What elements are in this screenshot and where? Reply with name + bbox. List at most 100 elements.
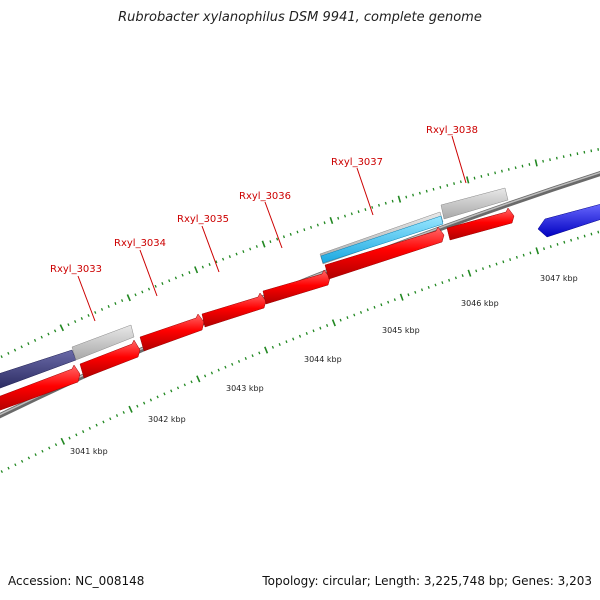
outer-minor-tick: [473, 176, 476, 180]
outer-minor-tick: [40, 335, 43, 339]
outer-minor-tick: [20, 345, 23, 349]
outer-minor-tick: [33, 338, 37, 342]
outer-major-tick: [329, 216, 334, 225]
gene-label-rxyl-3037[interactable]: Rxyl_3037: [331, 157, 383, 168]
gene-label-lines: [77, 135, 467, 322]
outer-minor-tick: [282, 235, 286, 239]
gene-labels: Rxyl_3033 Rxyl_3034 Rxyl_3035 Rxyl_3036 …: [50, 125, 478, 275]
leader-rxyl-3038: [451, 135, 467, 184]
gene-red-7: [446, 207, 515, 241]
outer-minor-tick: [188, 271, 191, 274]
inner-minor-tick: [339, 318, 342, 322]
scale-label-3043: 3043 kbp: [226, 384, 264, 393]
outer-minor-tick: [147, 287, 151, 291]
inner-minor-tick: [41, 449, 44, 453]
inner-minor-tick: [285, 340, 288, 344]
inner-minor-tick: [204, 374, 207, 378]
inner-minor-tick: [373, 305, 376, 309]
inner-major-tick: [467, 269, 472, 277]
outer-minor-tick: [7, 351, 10, 355]
inner-minor-tick: [251, 354, 254, 358]
outer-minor-tick: [296, 230, 299, 234]
gene-blue-reverse: [537, 204, 600, 238]
outer-minor-tick: [432, 187, 435, 191]
outer-minor-tick: [418, 191, 421, 195]
outer-minor-tick: [87, 314, 90, 317]
accession-text: Accession: NC_008148: [8, 574, 145, 588]
outer-minor-tick: [384, 201, 387, 205]
outer-minor-tick: [576, 152, 579, 156]
outer-minor-tick: [453, 182, 456, 185]
outer-minor-tick: [215, 260, 218, 264]
outer-minor-tick: [316, 223, 319, 227]
inner-minor-tick: [102, 420, 105, 424]
outer-major-tick: [466, 176, 470, 184]
gene-gray-rxyl-3038: [440, 187, 509, 220]
inner-minor-tick: [359, 310, 363, 314]
inner-minor-tick: [448, 278, 451, 282]
outer-minor-tick: [507, 168, 510, 171]
inner-minor-tick: [326, 324, 329, 327]
inner-minor-tick: [14, 463, 17, 467]
scale-label-3045: 3045 kbp: [382, 326, 420, 335]
outer-major-tick: [261, 240, 266, 248]
gene-label-rxyl-3034[interactable]: Rxyl_3034: [114, 238, 166, 249]
outer-minor-tick: [391, 199, 394, 203]
outer-minor-tick: [13, 348, 17, 352]
inner-major-tick: [196, 375, 201, 383]
outer-minor-tick: [555, 156, 558, 160]
inner-minor-tick: [122, 411, 125, 414]
gene-gray-rxyl-3033: [71, 324, 135, 361]
inner-minor-tick: [54, 443, 58, 447]
gene-label-rxyl-3035[interactable]: Rxyl_3035: [177, 214, 229, 225]
outer-minor-tick: [303, 228, 306, 232]
gene-label-rxyl-3036[interactable]: Rxyl_3036: [239, 191, 291, 202]
outer-minor-tick: [377, 203, 381, 207]
outer-minor-tick: [120, 299, 124, 303]
outer-minor-tick: [309, 225, 313, 229]
inner-minor-tick: [488, 264, 491, 268]
outer-minor-tick: [371, 205, 374, 209]
outer-minor-tick: [337, 216, 340, 220]
inner-major-tick: [128, 405, 133, 413]
inner-minor-tick: [353, 313, 356, 317]
inner-minor-tick: [237, 359, 241, 363]
inner-major-tick: [331, 319, 336, 327]
inner-minor-tick: [556, 243, 559, 246]
inner-minor-tick: [82, 430, 85, 434]
outer-minor-tick: [549, 158, 551, 162]
outer-minor-tick: [343, 214, 347, 218]
outer-minor-tick: [514, 166, 517, 170]
outer-minor-tick: [590, 149, 593, 153]
outer-minor-tick: [405, 195, 408, 199]
inner-minor-tick: [7, 466, 10, 470]
inner-minor-tick: [231, 362, 234, 366]
outer-minor-tick: [67, 323, 70, 327]
outer-minor-tick: [255, 245, 258, 248]
inner-minor-tick: [156, 395, 159, 399]
inner-minor-tick: [583, 234, 586, 238]
outer-minor-tick: [27, 342, 30, 346]
outer-minor-tick: [181, 273, 184, 277]
scale-label-3042: 3042 kbp: [148, 415, 186, 424]
outer-minor-tick: [276, 237, 279, 241]
gene-red-3: [139, 313, 205, 352]
inner-minor-tick: [434, 283, 437, 287]
inner-minor-tick: [522, 253, 525, 257]
gene-label-rxyl-3033[interactable]: Rxyl_3033: [50, 264, 102, 275]
inner-tick-row: [0, 230, 600, 474]
gene-label-rxyl-3038[interactable]: Rxyl_3038: [426, 125, 478, 136]
inner-major-tick: [264, 346, 269, 354]
inner-minor-tick: [414, 290, 417, 294]
leader-rxyl-3035: [201, 225, 220, 273]
inner-minor-tick: [312, 329, 315, 333]
scale-labels: 3041 kbp 3042 kbp 3043 kbp 3044 kbp 3045…: [70, 274, 578, 456]
outer-minor-tick: [597, 147, 600, 151]
outer-minor-tick: [323, 221, 326, 225]
inner-minor-tick: [576, 236, 579, 240]
inner-minor-tick: [570, 238, 573, 242]
outer-minor-tick: [357, 210, 360, 214]
outer-minor-tick: [114, 302, 117, 305]
outer-major-tick: [397, 195, 402, 203]
